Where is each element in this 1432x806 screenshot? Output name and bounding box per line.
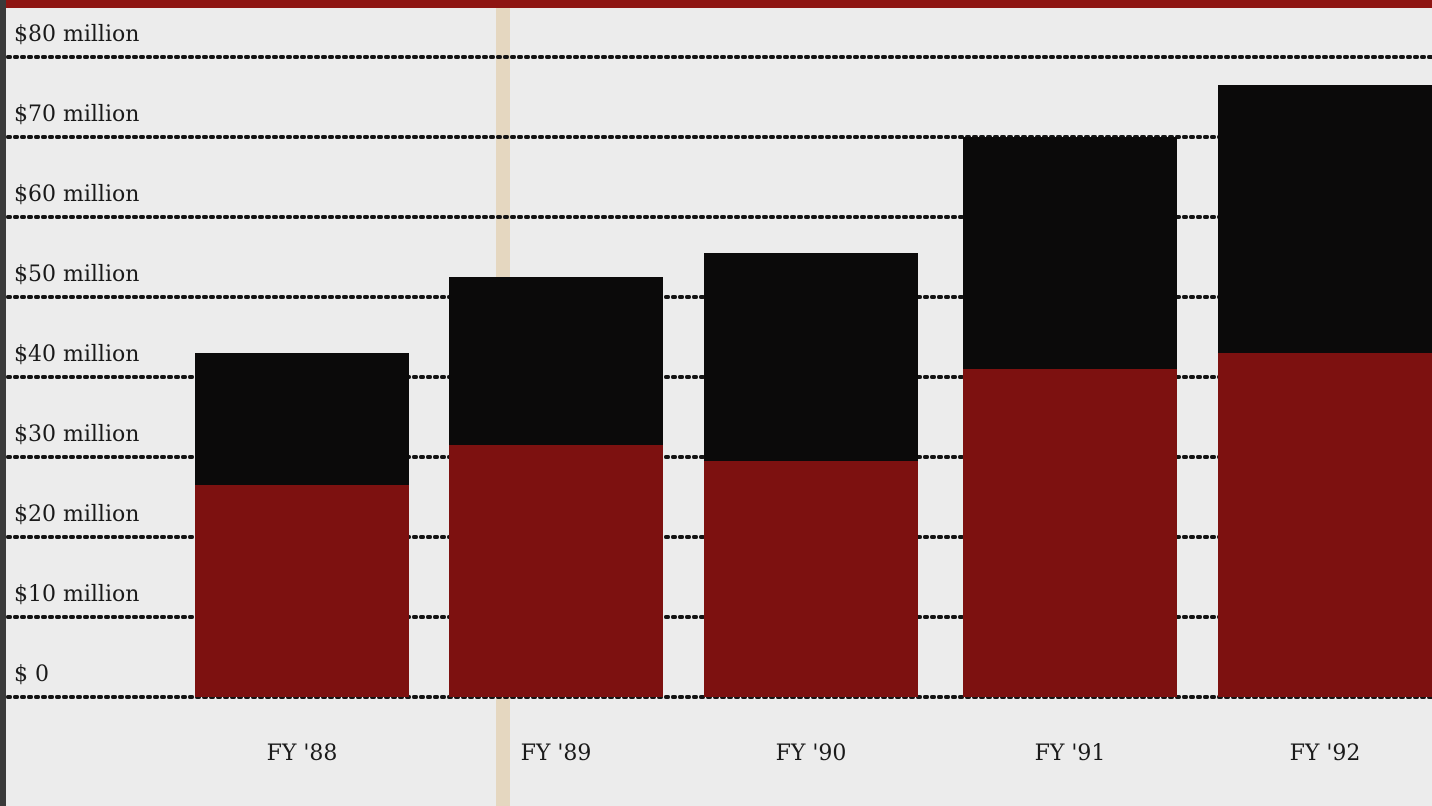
y-tick-label: $10 million [14,582,139,607]
bar-segment-lower [704,461,918,697]
bar-segment-lower [963,369,1177,697]
y-tick-label: $70 million [14,102,139,127]
bar-segment-lower [449,445,663,697]
bar-segment-upper [704,253,918,461]
left-border [0,0,6,806]
x-axis-category-labels: FY '88 FY '89 FY '90 FY '91 FY '92 [267,741,1361,766]
x-tick-label: FY '92 [1290,741,1361,766]
bar-segment-lower [1218,353,1432,697]
bars [195,85,1432,697]
y-tick-label: $80 million [14,22,139,47]
top-border [0,0,1432,8]
y-tick-label: $30 million [14,422,139,447]
x-tick-label: FY '88 [267,741,338,766]
y-tick-label: $20 million [14,502,139,527]
y-axis-tick-labels: $ 0 $10 million $20 million $30 million $40 … [14,22,139,687]
x-tick-label: FY '90 [776,741,847,766]
bar-segment-upper [1218,85,1432,353]
y-tick-label: $60 million [14,182,139,207]
y-tick-label: $50 million [14,262,139,287]
bar-segment-upper [195,353,409,485]
y-tick-label: $40 million [14,342,139,367]
bar-segment-lower [195,485,409,697]
bar-segment-upper [963,137,1177,369]
y-tick-label: $ 0 [14,662,49,687]
x-tick-label: FY '91 [1035,741,1106,766]
bar-segment-upper [449,277,663,445]
x-tick-label: FY '89 [521,741,592,766]
